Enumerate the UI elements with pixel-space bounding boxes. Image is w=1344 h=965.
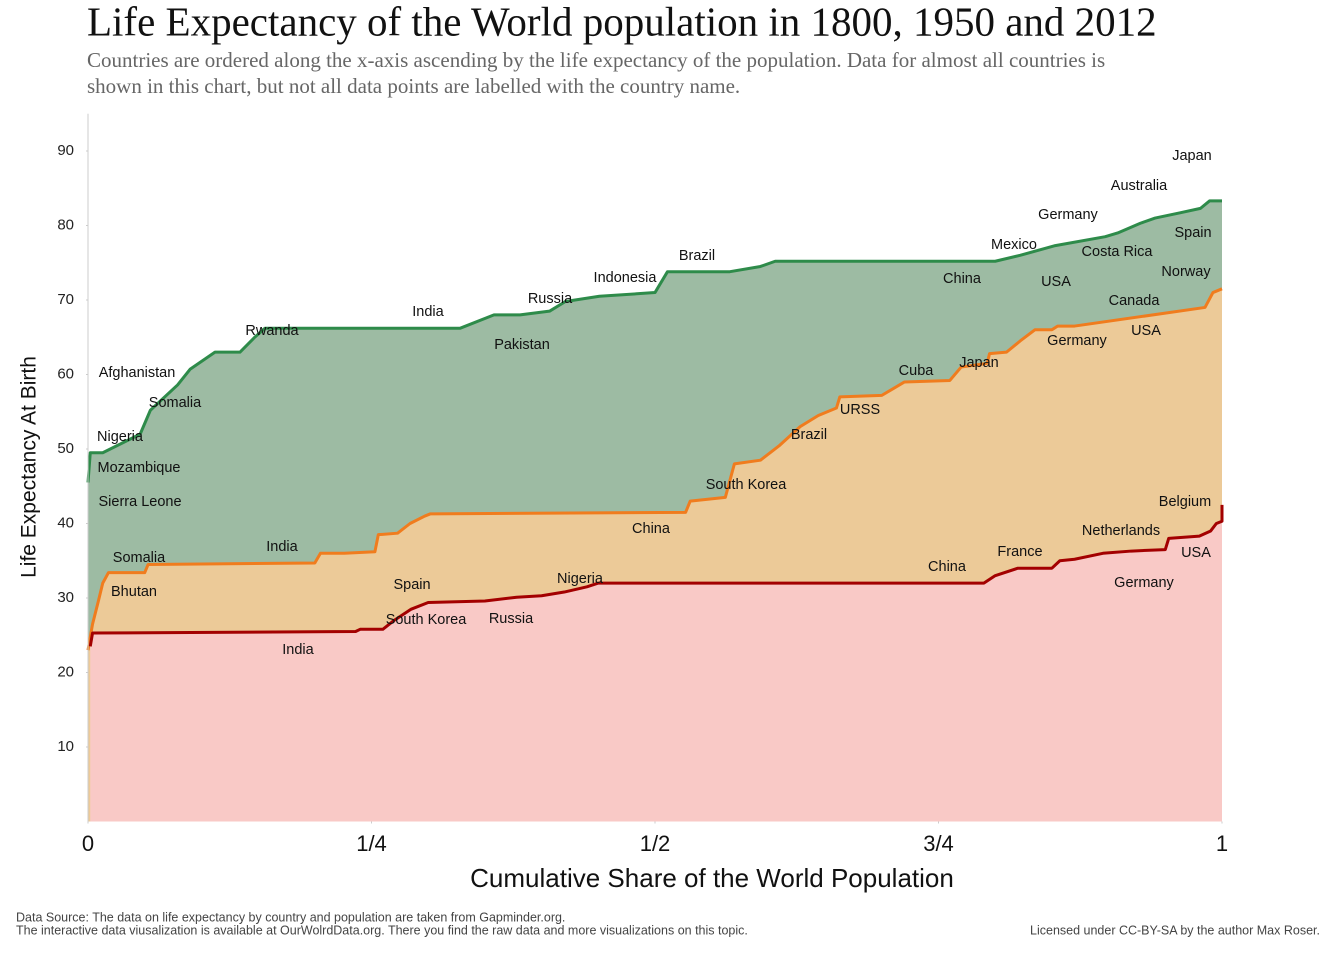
country-label: Rwanda <box>245 323 299 339</box>
country-label: Bhutan <box>111 584 157 600</box>
footer: Data Source: The data on life expectancy… <box>16 910 565 924</box>
country-label: Germany <box>1038 207 1098 223</box>
country-label: USA <box>1181 545 1211 561</box>
subtitle: shown in this chart, but not all data po… <box>87 74 740 98</box>
y-tick-label: 20 <box>57 663 74 680</box>
country-label: Spain <box>1174 225 1211 241</box>
country-label: China <box>943 271 982 287</box>
y-tick-label: 60 <box>57 365 74 382</box>
country-label: India <box>266 539 298 555</box>
y-tick-label: 30 <box>57 589 74 606</box>
country-label: Russia <box>489 611 534 627</box>
country-label: Nigeria <box>557 571 604 587</box>
country-label: Afghanistan <box>99 365 176 381</box>
y-tick-label: 50 <box>57 440 74 457</box>
country-label: Mozambique <box>97 460 180 476</box>
country-label: Norway <box>1161 264 1211 280</box>
country-label: China <box>632 521 671 537</box>
y-axis-label: Life Expectancy At Birth <box>18 356 41 578</box>
country-label: Brazil <box>791 427 827 443</box>
country-label: China <box>928 559 967 575</box>
subtitle: Countries are ordered along the x-axis a… <box>87 48 1105 72</box>
x-tick-label: 3/4 <box>923 831 954 856</box>
country-label: URSS <box>840 402 880 418</box>
x-tick-label: 0 <box>82 831 94 856</box>
country-label: Indonesia <box>594 270 658 286</box>
country-label: Netherlands <box>1082 523 1160 539</box>
series-line <box>86 287 1223 651</box>
series-line <box>86 199 1222 483</box>
country-label: South Korea <box>706 477 788 493</box>
country-label: Spain <box>393 577 430 593</box>
y-tick-label: 40 <box>57 514 74 531</box>
x-tick-label: 1/2 <box>640 831 671 856</box>
x-tick-label: 1 <box>1216 831 1228 856</box>
y-tick-label: 70 <box>57 291 74 308</box>
country-label: USA <box>1041 274 1071 290</box>
country-label: Cuba <box>899 363 935 379</box>
country-label: South Korea <box>386 612 468 628</box>
country-label: Belgium <box>1159 494 1211 510</box>
country-label: Japan <box>959 355 999 371</box>
y-tick-label: 90 <box>57 142 74 159</box>
country-label: Somalia <box>149 395 202 411</box>
country-label: Canada <box>1109 293 1161 309</box>
country-label: Costa Rica <box>1082 244 1154 260</box>
country-label: Pakistan <box>494 337 550 353</box>
series-line <box>88 504 1224 647</box>
country-label: India <box>282 642 314 658</box>
country-label: Germany <box>1047 333 1107 349</box>
country-label: Germany <box>1114 575 1174 591</box>
country-label: Somalia <box>113 550 166 566</box>
footer: Licensed under CC-BY-SA by the author Ma… <box>1030 923 1320 937</box>
y-tick-label: 10 <box>57 738 74 755</box>
country-label: Australia <box>1111 178 1168 194</box>
country-label: France <box>997 544 1042 560</box>
footer: The interactive data viusalization is av… <box>16 923 748 937</box>
x-tick-label: 1/4 <box>356 831 387 856</box>
country-label: India <box>412 304 444 320</box>
country-label: Russia <box>528 291 573 307</box>
country-label: Mexico <box>991 237 1037 253</box>
y-tick-label: 80 <box>57 216 74 233</box>
x-axis-label: Cumulative Share of the World Population <box>470 863 954 893</box>
country-label: USA <box>1131 323 1161 339</box>
chart-title: Life Expectancy of the World population … <box>87 0 1157 44</box>
country-label: Nigeria <box>97 429 144 445</box>
country-label: Sierra Leone <box>98 494 181 510</box>
country-label: Brazil <box>679 248 715 264</box>
country-label: Japan <box>1172 148 1212 164</box>
